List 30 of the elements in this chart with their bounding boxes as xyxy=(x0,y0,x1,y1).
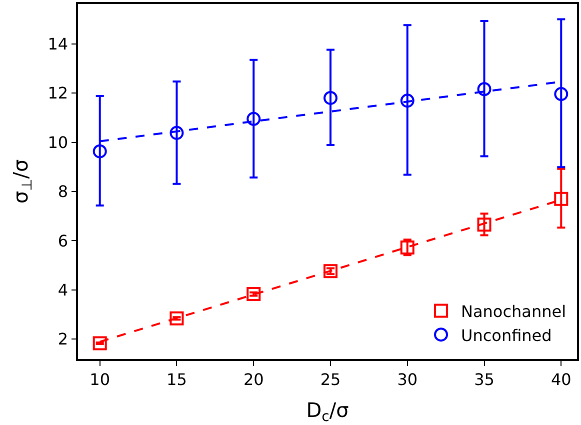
y-tick-label: 4 xyxy=(58,280,68,300)
point xyxy=(246,112,261,126)
y-tick-label: 8 xyxy=(58,182,68,202)
point xyxy=(324,264,338,278)
y-tick-label: 12 xyxy=(48,84,68,103)
y-tick-label: 2 xyxy=(58,330,68,349)
point xyxy=(477,82,492,96)
point xyxy=(324,90,338,105)
x-tick-label: 20 xyxy=(243,370,264,389)
x-axis-title: D$_{c}$/σ xyxy=(306,398,350,425)
legend-label: Nanochannel xyxy=(461,302,566,322)
y-tick-label: 10 xyxy=(48,132,68,152)
x-tick-label: 10 xyxy=(90,370,110,389)
point xyxy=(400,94,414,108)
x-tick-label: 15 xyxy=(166,370,187,389)
x-tick-label: 25 xyxy=(320,370,341,389)
point xyxy=(554,87,568,102)
point xyxy=(554,192,568,206)
y-tick-label: 6 xyxy=(58,231,68,250)
y-tick-label: 14 xyxy=(48,34,68,54)
point xyxy=(92,144,107,158)
point xyxy=(246,287,261,302)
point xyxy=(170,126,184,140)
x-tick-label: 40 xyxy=(550,370,572,389)
x-tick-label: 30 xyxy=(397,370,418,389)
legend-label: Unconfined xyxy=(461,326,552,345)
x-tick-label: 35 xyxy=(474,370,494,389)
point xyxy=(477,218,492,232)
point xyxy=(92,336,107,350)
point xyxy=(170,311,184,326)
